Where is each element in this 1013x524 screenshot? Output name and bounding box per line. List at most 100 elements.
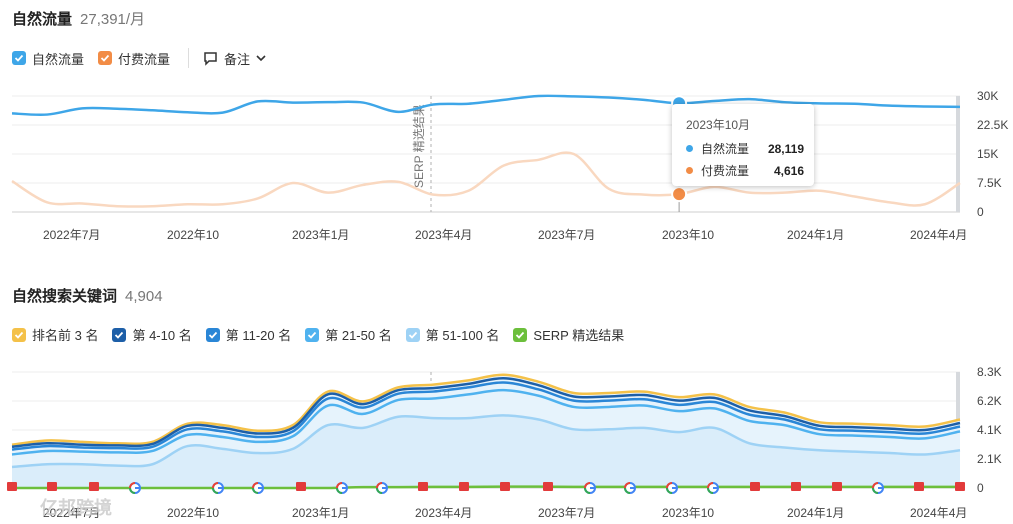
annotation-label: SERP 精选结果 xyxy=(412,104,426,188)
flag-icon[interactable] xyxy=(832,482,842,491)
flag-icon[interactable] xyxy=(296,482,306,491)
organic-keywords-chart: 8.3K 6.2K 4.1K 2.1K 0 2022年7月 2022年10 2023年1月 20… xyxy=(7,365,1002,520)
legend-keyword-label: 第 4-10 名 xyxy=(132,328,192,343)
flag-icon[interactable] xyxy=(7,482,17,491)
google-icon[interactable] xyxy=(336,482,348,494)
tooltip-label: 付费流量 xyxy=(701,164,750,178)
checkbox-checked-icon[interactable] xyxy=(98,51,113,65)
google-icon[interactable] xyxy=(376,482,388,494)
legend-keyword-item[interactable]: 第 11-20 名 xyxy=(205,325,292,344)
x-tick-label: 2023年1月 xyxy=(292,506,349,520)
legend-keyword-item[interactable]: 第 4-10 名 xyxy=(112,325,192,344)
x-tick-label: 2023年7月 xyxy=(538,228,595,242)
legend-keyword-item[interactable]: 第 51-100 名 xyxy=(405,325,500,344)
tooltip-label: 自然流量 xyxy=(701,142,750,156)
keyword-area xyxy=(12,415,960,488)
x-tick-label: 2022年10 xyxy=(167,228,219,242)
legend-keyword-item[interactable]: 排名前 3 名 xyxy=(12,325,98,344)
organic-traffic-title: 自然流量 27,391/月 xyxy=(12,8,145,29)
flag-icon[interactable] xyxy=(543,482,553,491)
google-icon[interactable] xyxy=(666,482,678,494)
y-tick-label: 15K xyxy=(977,147,998,161)
flag-icon[interactable] xyxy=(500,482,510,491)
legend-keyword-label: SERP 精选结果 xyxy=(533,328,625,343)
range-handle[interactable] xyxy=(956,96,960,212)
tooltip-date: 2023年10月 xyxy=(686,118,751,132)
organic-traffic-chart: 30K 22.5K 15K 7.5K 0 2022年7月 2022年10 2023年1月 202… xyxy=(11,89,1008,242)
organic-keywords-value: 4,904 xyxy=(125,288,163,305)
organic-traffic-line xyxy=(11,94,961,117)
tooltip-row-paid: 付费流量 4,616 xyxy=(686,162,804,179)
checkbox-checked-icon[interactable] xyxy=(405,327,420,342)
checkbox-checked-icon[interactable] xyxy=(513,327,528,342)
checkbox-checked-icon[interactable] xyxy=(12,51,26,65)
flag-icon[interactable] xyxy=(459,482,469,491)
y-tick-label: 2.1K xyxy=(977,452,1002,466)
keywords-legend: 排名前 3 名 第 4-10 名 第 11-20 名 第 21-50 名 第 51-10… xyxy=(12,325,638,344)
paid-traffic-line xyxy=(11,151,961,208)
x-tick-label: 2022年7月 xyxy=(43,506,100,520)
tooltip-row-organic: 自然流量 28,119 xyxy=(686,140,804,157)
checkbox-checked-icon[interactable] xyxy=(112,327,127,342)
chevron-down-icon xyxy=(256,55,266,62)
flag-icon[interactable] xyxy=(955,482,965,491)
keyword-series-line xyxy=(11,377,961,449)
google-icon[interactable] xyxy=(707,482,719,494)
flag-icon[interactable] xyxy=(418,482,428,491)
notes-dropdown[interactable]: 备注 xyxy=(203,49,272,68)
google-icon[interactable] xyxy=(872,482,884,494)
y-tick-label: 8.3K xyxy=(977,365,1002,379)
legend-organic-traffic[interactable]: 自然流量 xyxy=(12,49,84,68)
x-tick-label: 2023年10 xyxy=(662,228,714,242)
legend-divider xyxy=(188,48,190,68)
checkbox-checked-icon[interactable] xyxy=(205,327,220,342)
x-tick-label: 2023年7月 xyxy=(538,506,595,520)
x-tick-label: 2022年10 xyxy=(167,506,219,520)
x-tick-label: 2022年7月 xyxy=(43,228,100,242)
legend-organic-traffic-label: 自然流量 xyxy=(32,51,85,67)
notes-label: 备注 xyxy=(224,51,251,67)
google-icon[interactable] xyxy=(129,482,141,494)
traffic-legend: 自然流量 付费流量 备注 xyxy=(12,48,272,68)
tooltip-value: 28,119 xyxy=(767,141,804,156)
x-tick-label: 2024年4月 xyxy=(910,506,967,520)
y-tick-label: 6.2K xyxy=(977,394,1002,408)
y-tick-label: 22.5K xyxy=(977,118,1008,132)
x-tick-label: 2024年4月 xyxy=(910,228,967,242)
paid-hover-point[interactable] xyxy=(671,186,688,203)
google-icon[interactable] xyxy=(584,482,596,494)
google-icon[interactable] xyxy=(252,482,264,494)
tooltip-dot xyxy=(686,167,693,174)
chart-tooltip: 2023年10月 自然流量 28,119 付费流量 4,616 xyxy=(672,104,814,186)
y-tick-label: 0 xyxy=(977,481,984,495)
flag-icon[interactable] xyxy=(89,482,99,491)
checkbox-checked-icon[interactable] xyxy=(305,327,320,342)
keyword-series-line xyxy=(11,373,961,446)
tooltip-dot xyxy=(686,145,693,152)
x-tick-label: 2023年10 xyxy=(662,506,714,520)
legend-keyword-item[interactable]: 第 21-50 名 xyxy=(305,325,392,344)
flag-icon[interactable] xyxy=(47,482,57,491)
y-tick-label: 7.5K xyxy=(977,176,1002,190)
keyword-series-line xyxy=(11,414,961,469)
organic-traffic-value: 27,391/月 xyxy=(80,11,146,28)
legend-keyword-label: 第 11-20 名 xyxy=(225,328,292,343)
google-icon[interactable] xyxy=(624,482,636,494)
flag-icon[interactable] xyxy=(791,482,801,491)
flag-icon[interactable] xyxy=(914,482,924,491)
keyword-series-line xyxy=(11,388,961,456)
google-icon[interactable] xyxy=(212,482,224,494)
y-tick-label: 4.1K xyxy=(977,423,1002,437)
keyword-series-line xyxy=(11,381,961,451)
legend-paid-traffic[interactable]: 付费流量 xyxy=(98,49,170,68)
watermark-text: 亿邦跨境 xyxy=(40,498,112,518)
x-tick-label: 2024年1月 xyxy=(787,506,844,520)
tooltip-value: 4,616 xyxy=(773,163,804,178)
organic-traffic-title-text: 自然流量 xyxy=(12,11,73,28)
legend-keyword-label: 第 21-50 名 xyxy=(325,328,392,343)
serp-feature-line xyxy=(12,485,960,490)
legend-keyword-label: 第 51-100 名 xyxy=(425,328,500,343)
legend-keyword-item[interactable]: SERP 精选结果 xyxy=(513,325,624,344)
checkbox-checked-icon[interactable] xyxy=(12,327,26,342)
flag-icon[interactable] xyxy=(750,482,760,491)
